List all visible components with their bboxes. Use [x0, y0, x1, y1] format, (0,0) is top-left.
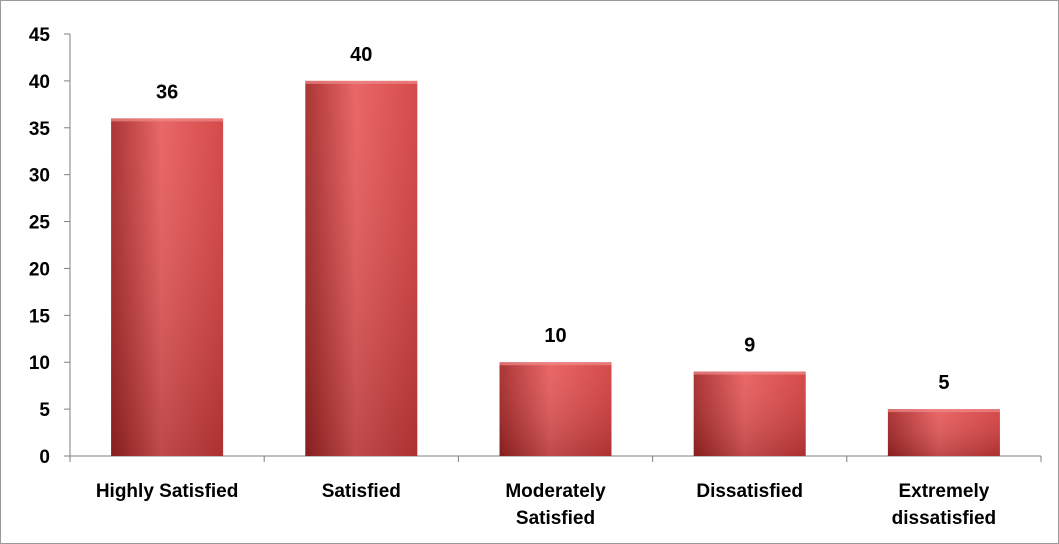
x-category-label: Highly Satisfied: [96, 481, 239, 502]
data-label: 36: [156, 81, 178, 103]
y-tick-label: 45: [29, 25, 51, 46]
x-category-label: Satisfied: [322, 481, 401, 502]
x-axis: Highly Satisfied Satisfied Moderately Satis…: [69, 455, 1042, 529]
x-category-label: dissatisfied: [892, 508, 997, 529]
y-tick-label: 10: [29, 353, 50, 374]
x-category-label: Extremely: [898, 481, 989, 502]
bar-shade: [693, 371, 806, 456]
bar-top-highlight: [887, 409, 1000, 413]
bar: [693, 371, 806, 456]
bar: [499, 362, 612, 456]
bar: [111, 118, 224, 457]
bar: [887, 409, 1000, 456]
y-axis: 0 5 10 15 20 25 30 35 40 45: [29, 25, 71, 468]
bar-shade: [305, 80, 418, 456]
data-label: 40: [350, 44, 372, 66]
bar-top-highlight: [111, 118, 224, 122]
y-tick-label: 20: [29, 259, 50, 280]
y-tick-label: 0: [39, 447, 50, 468]
x-category-label: Satisfied: [516, 508, 595, 529]
bars: [111, 80, 1000, 457]
data-label: 5: [938, 372, 949, 394]
bar-top-highlight: [499, 362, 612, 366]
bar-shade: [499, 362, 612, 456]
y-tick-label: 15: [29, 306, 51, 327]
bar-shade: [111, 118, 224, 457]
bar-shade: [887, 409, 1000, 456]
y-tick-label: 25: [29, 213, 51, 234]
bar-top-highlight: [693, 371, 806, 375]
y-tick-label: 5: [39, 400, 50, 421]
bar-top-highlight: [305, 80, 418, 84]
y-tick-label: 40: [29, 72, 50, 93]
data-label: 9: [744, 335, 755, 357]
y-tick-label: 30: [29, 166, 50, 187]
bar: [305, 80, 418, 456]
x-category-label: Dissatisfied: [696, 481, 803, 502]
data-label: 10: [544, 325, 566, 347]
x-category-label: Moderately: [505, 481, 606, 502]
y-tick-label: 35: [29, 119, 51, 140]
data-labels: 36 40 10 9 5: [156, 44, 949, 394]
